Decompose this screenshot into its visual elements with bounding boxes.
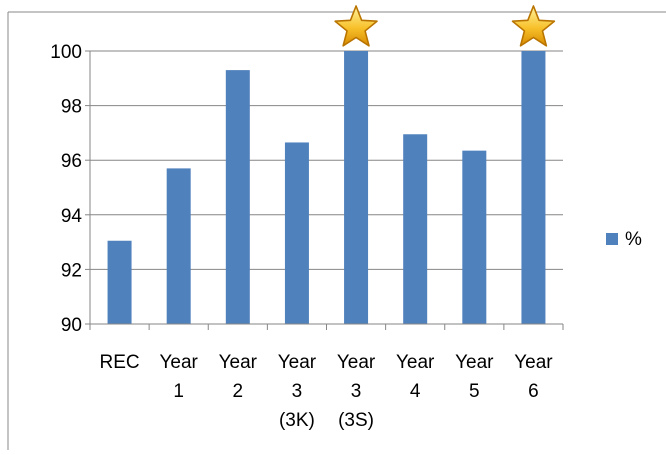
x-tick-labels: REC Year 1 Year 2 Year 3 (3K) Year 3 (3S) Year 4 Year… — [100, 352, 554, 431]
y-tick-labels: 90 92 94 96 98 100 — [50, 42, 82, 336]
legend: % — [606, 229, 642, 250]
star-annotations — [334, 5, 556, 47]
y-tick-label: 96 — [61, 151, 82, 172]
x-tick-label: Year 2 — [219, 352, 258, 402]
bar — [166, 168, 191, 324]
bar — [344, 51, 369, 324]
star-icon — [334, 5, 378, 47]
grid-lines — [85, 50, 563, 325]
legend-swatch — [606, 233, 618, 245]
bars — [107, 51, 546, 324]
star-icon — [511, 5, 556, 47]
bar — [225, 70, 250, 324]
bar — [107, 240, 132, 324]
bar — [521, 51, 546, 324]
x-tick-label: REC — [100, 352, 140, 373]
x-tick-label: Year 6 — [514, 352, 553, 402]
legend-label: % — [625, 229, 642, 250]
bar — [462, 150, 487, 324]
x-tick-label: Year 1 — [159, 352, 198, 402]
y-tick-label: 94 — [61, 206, 83, 227]
x-tick-label: Year 4 — [396, 352, 435, 402]
x-tick-label: Year 5 — [455, 352, 494, 402]
y-tick-label: 100 — [50, 42, 82, 63]
y-tick-label: 98 — [61, 97, 82, 118]
x-tick-label: Year 3 (3K) — [278, 352, 317, 431]
bar — [284, 142, 309, 324]
bar — [403, 134, 428, 324]
y-tick-label: 92 — [61, 260, 82, 281]
axes — [89, 51, 564, 330]
y-tick-label: 90 — [61, 315, 82, 336]
x-tick-label: Year 3 (3S) — [337, 352, 376, 431]
